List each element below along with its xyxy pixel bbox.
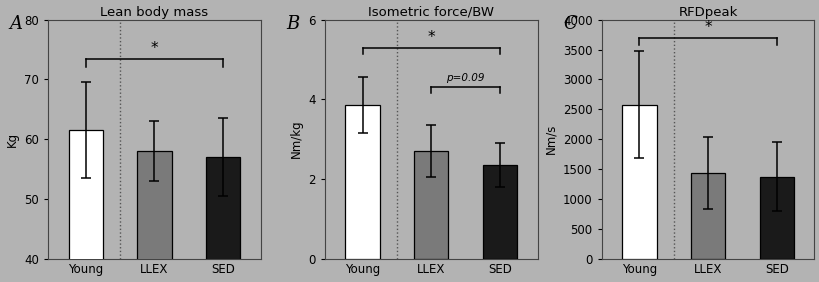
Title: Lean body mass: Lean body mass	[100, 6, 208, 19]
Text: *: *	[704, 20, 711, 35]
Bar	[482, 165, 516, 259]
Text: A: A	[10, 15, 23, 33]
Bar	[622, 105, 656, 259]
Text: *: *	[151, 41, 158, 56]
Bar	[345, 105, 379, 259]
Y-axis label: Nm/s: Nm/s	[544, 124, 557, 154]
Bar	[69, 130, 102, 282]
Bar	[137, 151, 171, 282]
Text: p=0.09: p=0.09	[446, 73, 484, 83]
Bar	[690, 173, 724, 259]
Bar	[206, 157, 240, 282]
Bar	[414, 151, 448, 259]
Text: *: *	[427, 30, 435, 45]
Text: C: C	[563, 15, 577, 33]
Y-axis label: Nm/kg: Nm/kg	[289, 120, 302, 158]
Bar	[758, 177, 793, 259]
Title: RFDpeak: RFDpeak	[677, 6, 737, 19]
Text: B: B	[286, 15, 300, 33]
Y-axis label: Kg: Kg	[6, 132, 19, 147]
Title: Isometric force/BW: Isometric force/BW	[368, 6, 494, 19]
